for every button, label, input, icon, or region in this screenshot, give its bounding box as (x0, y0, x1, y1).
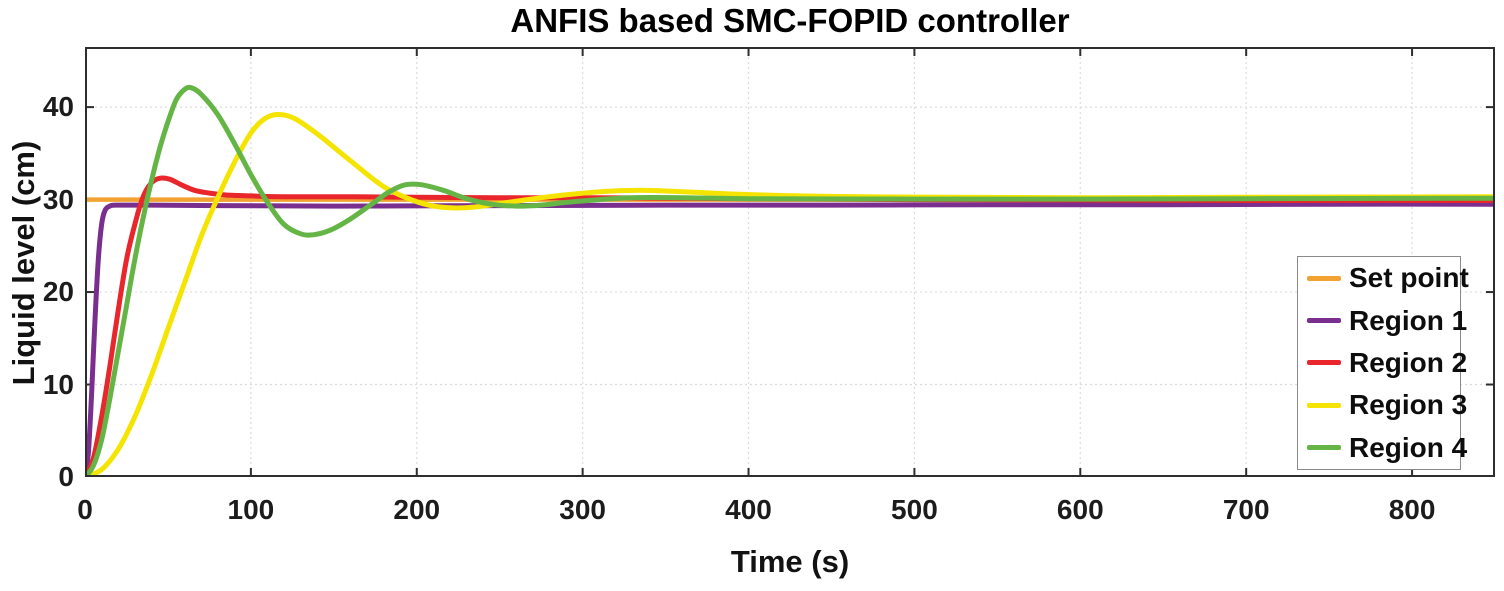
legend-label: Region 3 (1349, 389, 1468, 421)
plot-canvas (84, 47, 1495, 478)
legend-swatch (1307, 318, 1341, 324)
grid-lines (85, 47, 1495, 477)
series-line-region-3 (85, 111, 1495, 477)
legend-item: Region 4 (1298, 427, 1467, 469)
series-line-region-1 (85, 201, 1495, 477)
legend-label: Region 2 (1349, 346, 1468, 378)
legend-swatch (1307, 445, 1341, 451)
x-axis-label: Time (s) (730, 544, 850, 579)
legend-item: Region 2 (1298, 342, 1467, 384)
x-tick-label: 600 (1056, 494, 1104, 525)
series-line-region-4 (85, 84, 1495, 477)
chart-title: ANFIS based SMC-FOPID controller (510, 2, 1070, 39)
x-tick-label: 800 (1388, 494, 1436, 525)
legend-item: Set point (1298, 257, 1469, 299)
y-axis-label: Liquid level (cm) (6, 140, 41, 386)
y-tick-label: 20 (42, 276, 74, 308)
axes-border (85, 47, 1495, 477)
legend-swatch (1307, 402, 1341, 408)
y-tick-label: 30 (42, 183, 74, 215)
x-tick-label: 700 (1222, 494, 1270, 525)
x-tick-label: 200 (393, 494, 441, 525)
legend-item: Region 3 (1298, 384, 1467, 426)
legend-label: Set point (1349, 262, 1469, 294)
x-tick-label: 0 (77, 494, 93, 525)
y-tick-label: 0 (58, 461, 74, 492)
x-tick-label: 500 (891, 494, 938, 525)
y-tick-label: 40 (42, 91, 74, 123)
legend-label: Region 1 (1349, 304, 1468, 336)
x-tick-label: 300 (559, 494, 606, 525)
x-tick-label: 100 (227, 494, 275, 525)
plot-area (84, 47, 1495, 478)
legend-label: Region 4 (1349, 431, 1468, 463)
series-line-region-2 (85, 175, 1495, 477)
y-tick-label: 10 (42, 368, 74, 400)
legend-item: Region 1 (1298, 300, 1467, 342)
legend-box: Set point Region 1 Region 2 Region 3 Region … (1297, 256, 1469, 470)
series-curves (85, 84, 1495, 477)
x-tick-label: 400 (725, 494, 772, 525)
legend-swatch (1307, 275, 1341, 281)
legend-swatch (1307, 360, 1341, 366)
tick-marks (84, 47, 1495, 478)
